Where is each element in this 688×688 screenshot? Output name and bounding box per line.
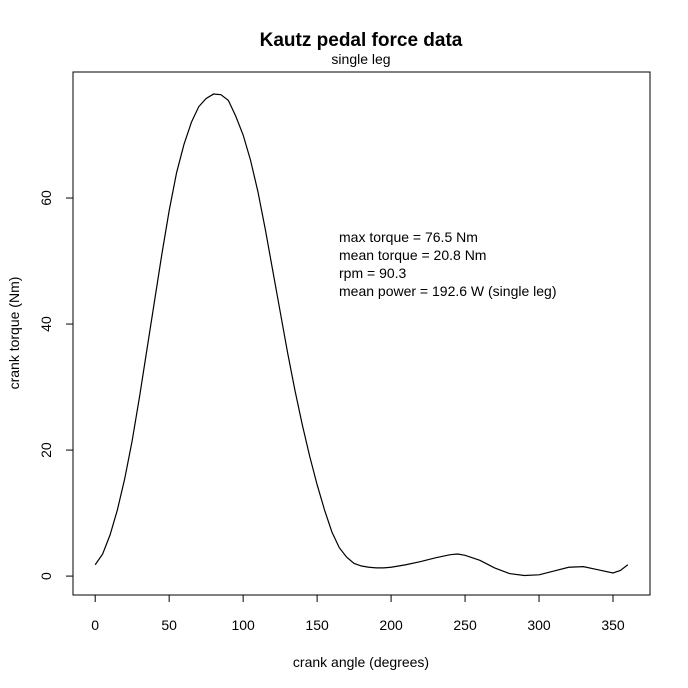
torque-series-line [94, 93, 629, 577]
y-tick-label: 0 [38, 572, 54, 580]
x-tick-label: 0 [91, 617, 99, 633]
x-tick-label: 300 [527, 617, 551, 633]
y-tick-label: 20 [38, 442, 54, 458]
x-tick-label: 100 [231, 617, 255, 633]
chart-subtitle: single leg [331, 51, 390, 67]
x-tick-label: 350 [601, 617, 625, 633]
annotation-mean-torque: mean torque = 20.8 Nm [339, 247, 486, 263]
chart-title: Kautz pedal force data [260, 30, 463, 51]
annotation-max-torque: max torque = 76.5 Nm [339, 229, 478, 245]
y-axis: 0 20 40 60 [38, 190, 73, 580]
y-axis-label: crank torque (Nm) [6, 277, 22, 390]
x-tick-label: 150 [305, 617, 329, 633]
x-tick-label: 250 [453, 617, 477, 633]
annotation-block: max torque = 76.5 Nm mean torque = 20.8 … [339, 229, 557, 299]
annotation-mean-power: mean power = 192.6 W (single leg) [339, 283, 557, 299]
x-tick-label: 50 [161, 617, 177, 633]
y-tick-label: 40 [38, 316, 54, 332]
x-tick-label: 200 [379, 617, 403, 633]
plot-frame [72, 71, 651, 596]
annotation-rpm: rpm = 90.3 [339, 265, 407, 281]
x-axis: 0 50 100 150 200 250 300 350 [91, 595, 625, 633]
x-axis-label: crank angle (degrees) [293, 654, 429, 670]
y-tick-label: 60 [38, 190, 54, 206]
